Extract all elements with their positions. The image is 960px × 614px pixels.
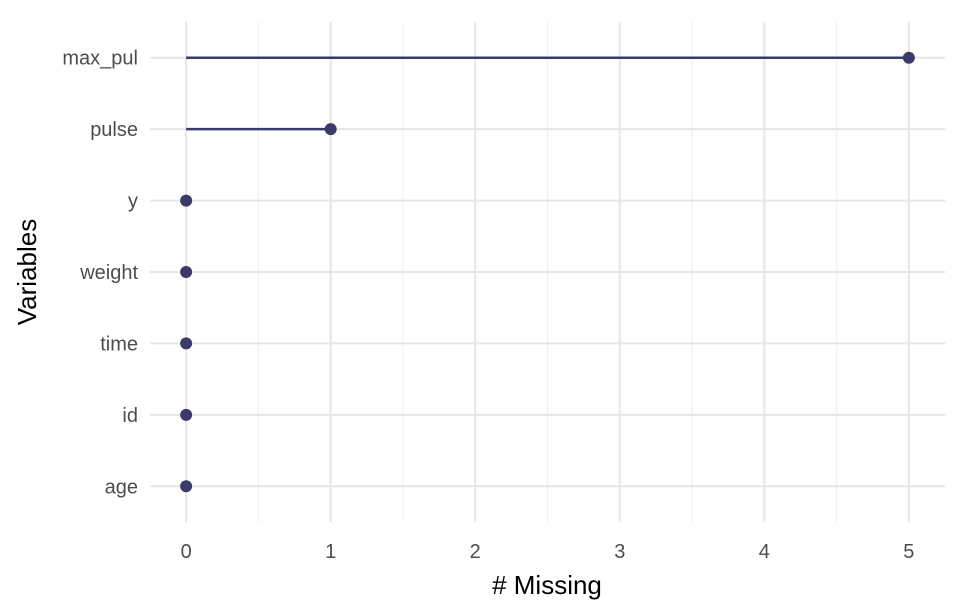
x-tick-labels: 0 1 2 3 4 5 <box>181 541 915 563</box>
y-tick-label: id <box>122 405 138 427</box>
lollipop-point <box>180 194 193 207</box>
lollipop-point <box>324 123 337 136</box>
y-tick-label: age <box>105 476 138 498</box>
x-tick-label: 3 <box>614 541 625 563</box>
lollipop-marks <box>180 51 915 493</box>
x-tick-label: 5 <box>903 541 914 563</box>
x-tick-label: 1 <box>325 541 336 563</box>
x-tick-label: 2 <box>470 541 481 563</box>
lollipop-point <box>180 266 193 278</box>
x-axis-title: # Missing <box>492 570 602 600</box>
lollipop-point <box>180 337 193 350</box>
y-tick-label: time <box>100 333 138 355</box>
y-axis-title: Variables <box>12 219 42 325</box>
lollipop-point <box>902 51 915 64</box>
y-tick-label: y <box>128 191 138 213</box>
lollipop-point <box>180 480 193 493</box>
y-tick-label: pulse <box>90 119 138 141</box>
lollipop-point <box>180 408 193 421</box>
y-tick-label: max_pul <box>62 48 138 70</box>
y-tick-label: weight <box>79 262 138 284</box>
x-tick-label: 4 <box>759 541 770 563</box>
x-tick-label: 0 <box>181 541 192 563</box>
